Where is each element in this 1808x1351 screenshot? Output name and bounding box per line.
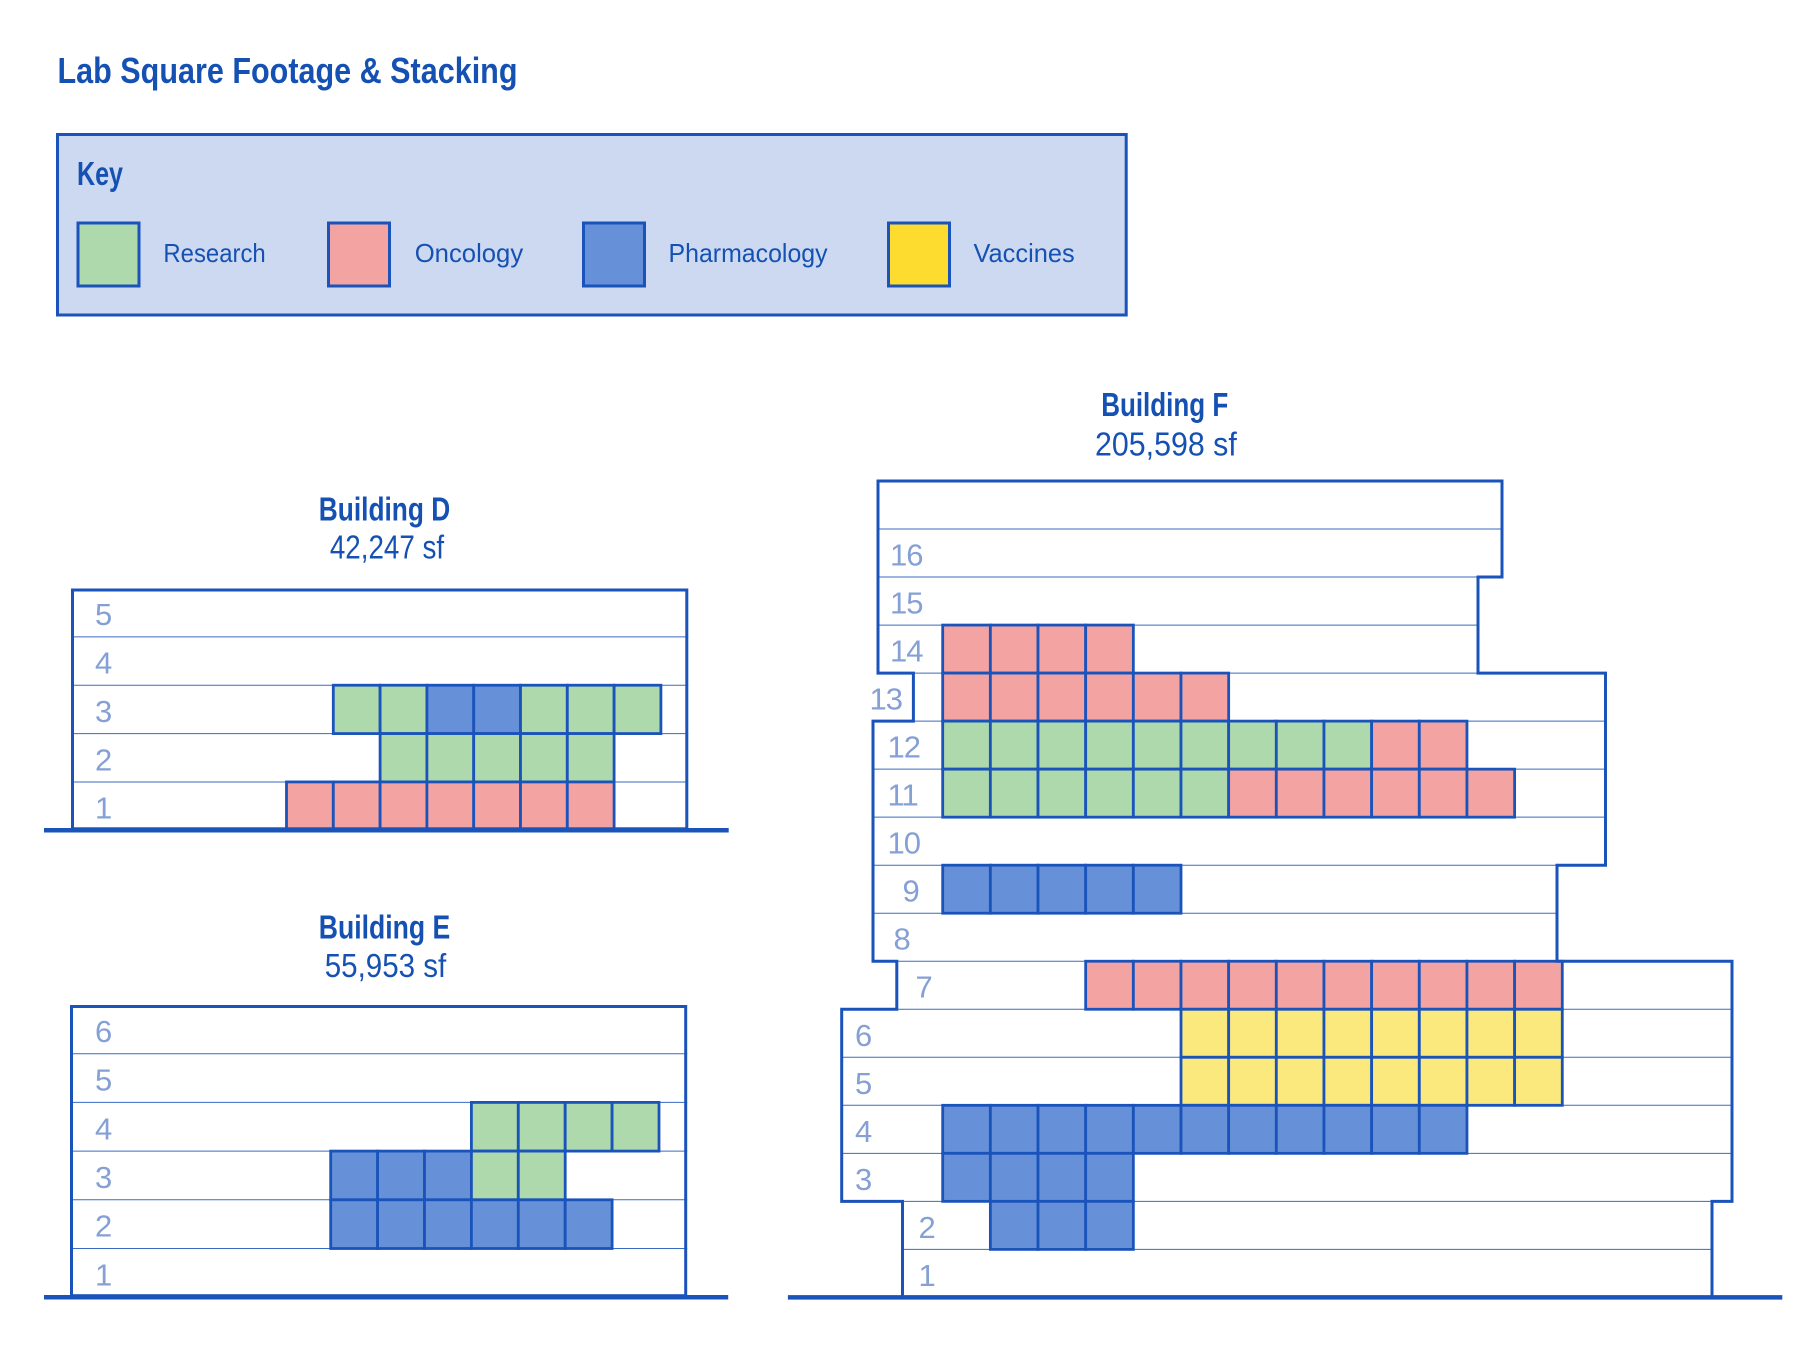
svg-text:2: 2 bbox=[95, 1209, 111, 1244]
svg-text:5: 5 bbox=[855, 1066, 871, 1101]
svg-text:Oncology: Oncology bbox=[415, 238, 524, 268]
svg-text:1: 1 bbox=[919, 1258, 935, 1293]
svg-text:13: 13 bbox=[870, 682, 902, 717]
svg-text:2: 2 bbox=[919, 1210, 935, 1245]
svg-text:4: 4 bbox=[855, 1114, 872, 1149]
svg-text:3: 3 bbox=[855, 1162, 871, 1197]
svg-text:Building E: Building E bbox=[319, 909, 450, 946]
svg-text:6: 6 bbox=[855, 1018, 871, 1053]
svg-text:Key: Key bbox=[77, 155, 123, 192]
svg-text:5: 5 bbox=[95, 1063, 111, 1098]
svg-text:205,598 sf: 205,598 sf bbox=[1095, 426, 1237, 463]
svg-text:Research: Research bbox=[163, 238, 265, 268]
svg-text:55,953 sf: 55,953 sf bbox=[325, 947, 447, 984]
svg-text:9: 9 bbox=[903, 874, 919, 909]
svg-text:4: 4 bbox=[95, 646, 112, 681]
svg-text:10: 10 bbox=[888, 826, 921, 861]
svg-text:2: 2 bbox=[95, 742, 111, 777]
svg-text:Building F: Building F bbox=[1101, 386, 1228, 423]
svg-text:7: 7 bbox=[916, 970, 932, 1005]
svg-text:4: 4 bbox=[95, 1111, 112, 1146]
svg-text:11: 11 bbox=[888, 778, 918, 813]
svg-text:Pharmacology: Pharmacology bbox=[669, 238, 828, 268]
svg-text:6: 6 bbox=[95, 1014, 111, 1049]
svg-text:12: 12 bbox=[888, 730, 920, 765]
svg-text:42,247 sf: 42,247 sf bbox=[330, 529, 445, 566]
svg-text:14: 14 bbox=[890, 634, 923, 669]
svg-text:3: 3 bbox=[95, 694, 111, 729]
svg-text:15: 15 bbox=[890, 586, 922, 621]
svg-text:Building D: Building D bbox=[319, 491, 450, 528]
svg-text:1: 1 bbox=[95, 1257, 111, 1292]
svg-text:1: 1 bbox=[95, 791, 111, 826]
svg-text:8: 8 bbox=[894, 922, 910, 957]
svg-text:16: 16 bbox=[890, 538, 922, 573]
svg-text:5: 5 bbox=[95, 597, 111, 632]
svg-text:Lab Square Footage & Stacking: Lab Square Footage & Stacking bbox=[58, 50, 518, 91]
svg-text:3: 3 bbox=[95, 1160, 111, 1195]
svg-text:Vaccines: Vaccines bbox=[974, 238, 1075, 268]
